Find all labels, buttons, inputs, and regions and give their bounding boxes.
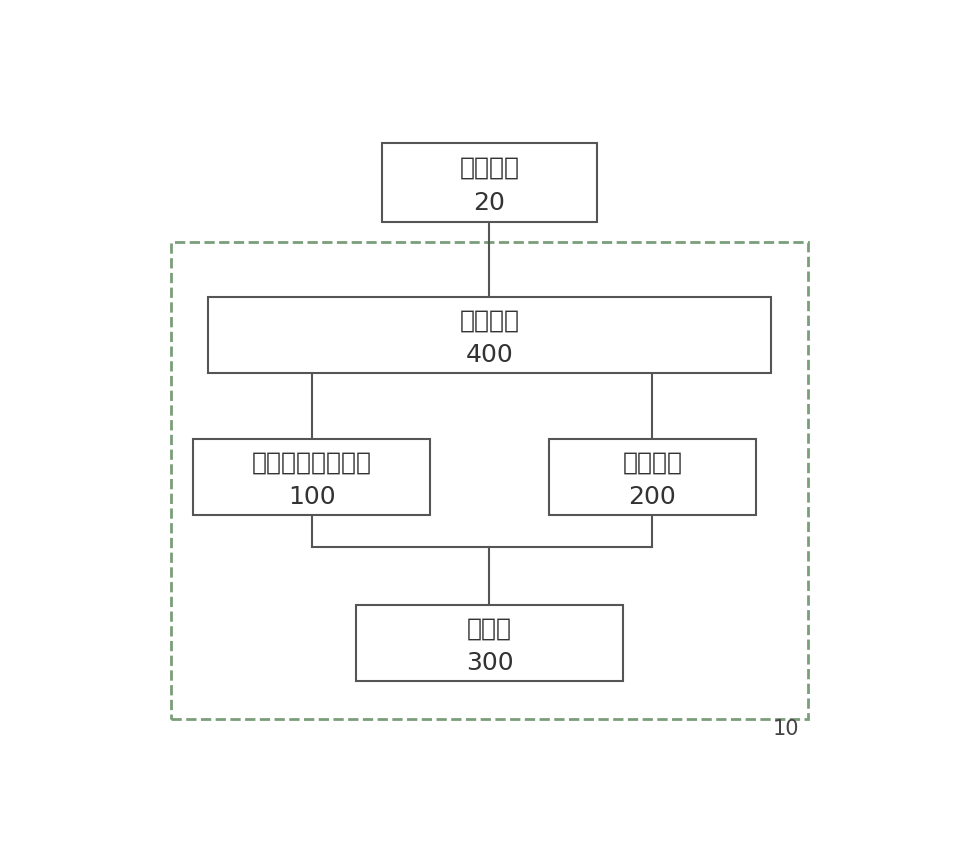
Bar <box>193 439 431 515</box>
Text: 300: 300 <box>466 651 513 675</box>
Bar <box>208 297 771 373</box>
Text: 处理器: 处理器 <box>467 617 512 641</box>
Text: 200: 200 <box>628 485 676 509</box>
Text: 10: 10 <box>773 719 798 739</box>
Text: 采集系统: 采集系统 <box>623 451 682 475</box>
Text: 导电滑环: 导电滑环 <box>459 157 520 180</box>
Text: 恒定电流产生电路: 恒定电流产生电路 <box>252 451 371 475</box>
Bar <box>171 243 808 719</box>
Bar <box>382 143 597 223</box>
Bar <box>356 605 623 681</box>
Bar <box>548 439 756 515</box>
Text: 400: 400 <box>466 343 514 367</box>
Text: 20: 20 <box>474 191 505 214</box>
Text: 100: 100 <box>288 485 335 509</box>
Text: 接口电路: 接口电路 <box>459 309 520 333</box>
